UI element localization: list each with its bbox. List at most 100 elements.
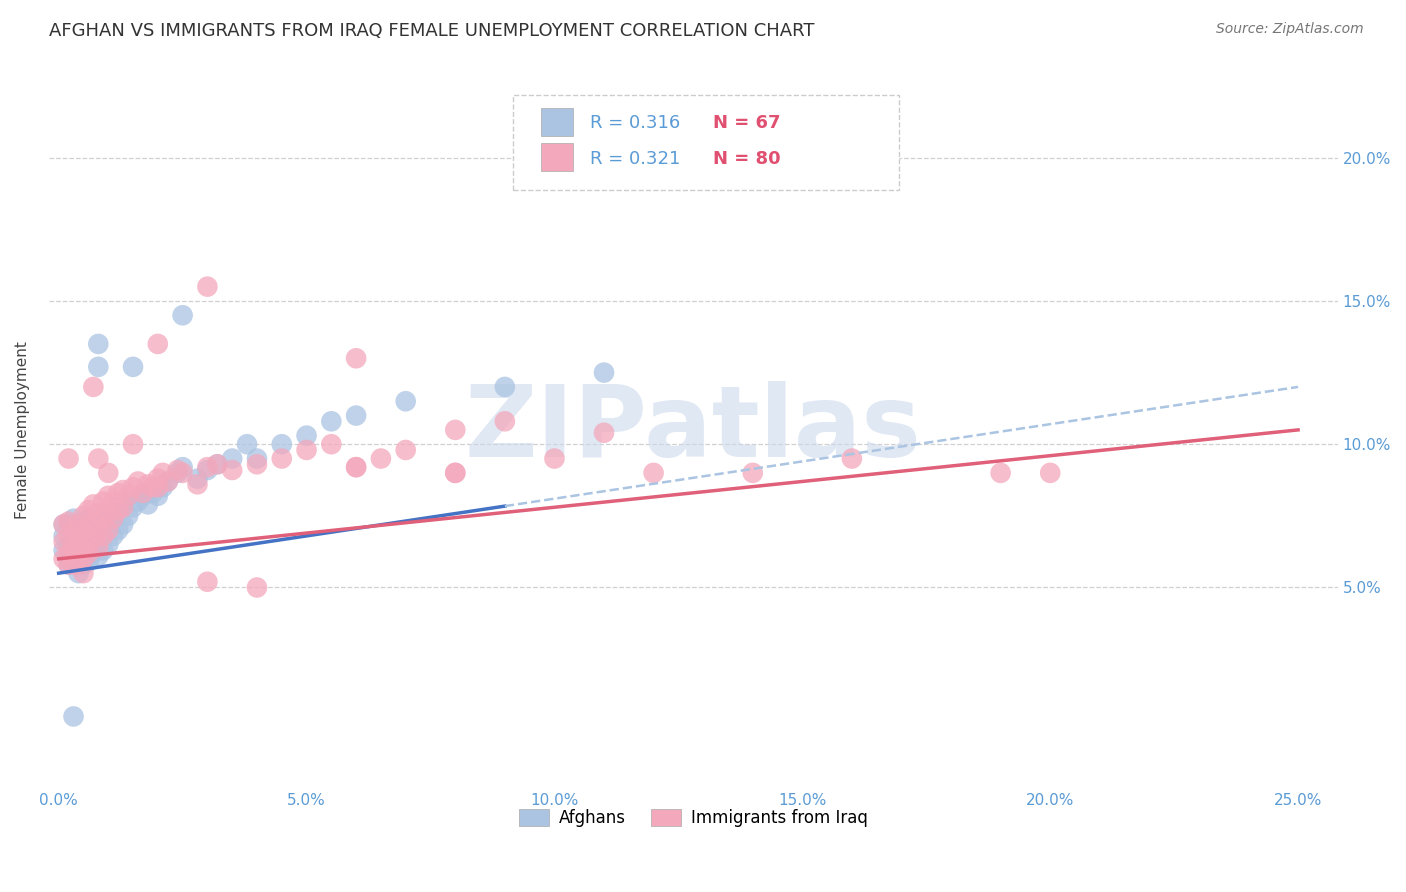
- Point: [207, 457, 229, 471]
- Point: [62, 543, 84, 558]
- Bar: [541, 108, 574, 136]
- Point: [62, 523, 84, 537]
- Point: [127, 475, 149, 489]
- Point: [97, 466, 120, 480]
- Text: R = 0.316: R = 0.316: [591, 114, 681, 132]
- Point: [221, 463, 243, 477]
- Point: [146, 337, 169, 351]
- Point: [87, 359, 110, 374]
- Point: [122, 500, 145, 515]
- Point: [97, 506, 120, 520]
- Point: [186, 472, 208, 486]
- Point: [146, 472, 169, 486]
- Point: [246, 451, 269, 466]
- Point: [58, 451, 80, 466]
- Point: [841, 451, 863, 466]
- Point: [395, 442, 418, 457]
- Point: [103, 512, 125, 526]
- Point: [197, 574, 219, 589]
- Point: [444, 466, 467, 480]
- Point: [97, 523, 120, 537]
- FancyBboxPatch shape: [513, 95, 900, 190]
- Point: [107, 500, 129, 515]
- Point: [295, 428, 318, 442]
- Point: [58, 515, 80, 529]
- Legend: Afghans, Immigrants from Iraq: Afghans, Immigrants from Iraq: [512, 803, 875, 834]
- Point: [444, 466, 467, 480]
- Point: [72, 529, 94, 543]
- Point: [77, 529, 100, 543]
- Point: [444, 423, 467, 437]
- Point: [107, 503, 129, 517]
- Point: [91, 543, 114, 558]
- Point: [52, 534, 75, 549]
- Point: [103, 512, 125, 526]
- Point: [344, 460, 367, 475]
- Point: [52, 517, 75, 532]
- Point: [221, 451, 243, 466]
- Point: [67, 532, 90, 546]
- Point: [156, 475, 179, 489]
- Text: N = 80: N = 80: [713, 150, 780, 168]
- Point: [136, 477, 159, 491]
- Point: [91, 494, 114, 508]
- Point: [91, 512, 114, 526]
- Point: [321, 437, 343, 451]
- Point: [142, 486, 165, 500]
- Point: [87, 451, 110, 466]
- Point: [58, 552, 80, 566]
- Point: [207, 457, 229, 471]
- Text: N = 67: N = 67: [713, 114, 780, 132]
- Point: [593, 425, 616, 440]
- Point: [1039, 466, 1062, 480]
- Point: [97, 537, 120, 551]
- Point: [67, 537, 90, 551]
- Point: [344, 460, 367, 475]
- Point: [77, 546, 100, 560]
- Point: [67, 558, 90, 572]
- Point: [67, 529, 90, 543]
- Point: [156, 475, 179, 489]
- Point: [62, 552, 84, 566]
- Point: [146, 480, 169, 494]
- Text: ZIPatlas: ZIPatlas: [465, 382, 922, 478]
- Point: [52, 543, 75, 558]
- Point: [72, 546, 94, 560]
- Point: [62, 558, 84, 572]
- Point: [166, 466, 188, 480]
- Point: [91, 508, 114, 523]
- Point: [82, 515, 104, 529]
- Point: [62, 529, 84, 543]
- Point: [136, 497, 159, 511]
- Point: [97, 523, 120, 537]
- Point: [67, 517, 90, 532]
- Point: [77, 555, 100, 569]
- Point: [643, 466, 665, 480]
- Point: [122, 480, 145, 494]
- Point: [344, 351, 367, 366]
- Point: [62, 512, 84, 526]
- Point: [741, 466, 763, 480]
- Point: [87, 517, 110, 532]
- Point: [122, 437, 145, 451]
- Point: [82, 532, 104, 546]
- Point: [122, 359, 145, 374]
- Point: [77, 520, 100, 534]
- Point: [72, 526, 94, 541]
- Point: [87, 337, 110, 351]
- Point: [58, 517, 80, 532]
- Text: AFGHAN VS IMMIGRANTS FROM IRAQ FEMALE UNEMPLOYMENT CORRELATION CHART: AFGHAN VS IMMIGRANTS FROM IRAQ FEMALE UN…: [49, 22, 814, 40]
- Point: [62, 541, 84, 555]
- Point: [112, 517, 135, 532]
- Point: [197, 279, 219, 293]
- Point: [321, 414, 343, 428]
- Point: [77, 503, 100, 517]
- Point: [152, 466, 174, 480]
- Text: R = 0.321: R = 0.321: [591, 150, 681, 168]
- Point: [270, 451, 292, 466]
- Point: [58, 558, 80, 572]
- Point: [91, 526, 114, 541]
- Point: [127, 494, 149, 508]
- Point: [82, 380, 104, 394]
- Point: [103, 529, 125, 543]
